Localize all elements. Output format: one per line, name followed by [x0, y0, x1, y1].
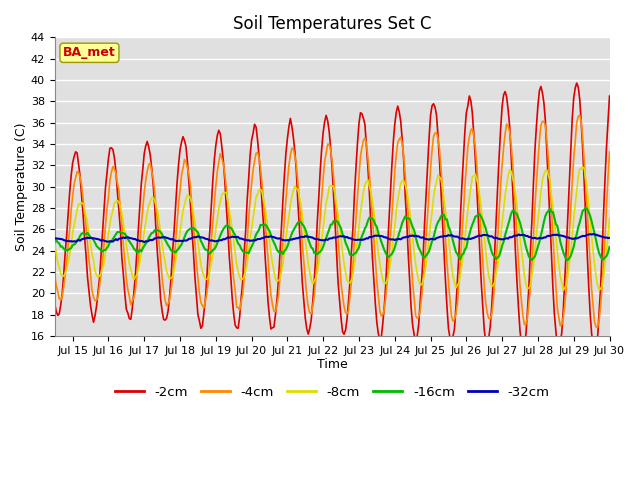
- -16cm: [564, 257, 572, 263]
- -16cm: [143, 239, 151, 244]
- -2cm: [556, 340, 564, 346]
- -4cm: [594, 324, 602, 330]
- -16cm: [601, 254, 609, 260]
- Title: Soil Temperatures Set C: Soil Temperatures Set C: [233, 15, 431, 33]
- -4cm: [77, 182, 85, 188]
- -4cm: [143, 168, 151, 174]
- Y-axis label: Soil Temperature (C): Soil Temperature (C): [15, 122, 28, 251]
- -4cm: [605, 149, 613, 155]
- -4cm: [140, 189, 148, 195]
- -32cm: [558, 233, 566, 239]
- -32cm: [589, 231, 597, 237]
- -2cm: [51, 301, 59, 307]
- -32cm: [601, 235, 609, 240]
- -2cm: [605, 93, 613, 99]
- -4cm: [601, 235, 609, 240]
- -16cm: [582, 205, 589, 211]
- -16cm: [77, 231, 85, 237]
- -4cm: [200, 305, 208, 311]
- -16cm: [140, 243, 148, 249]
- -8cm: [579, 164, 586, 170]
- Line: -32cm: -32cm: [55, 234, 609, 242]
- Line: -2cm: -2cm: [55, 83, 609, 352]
- -2cm: [573, 80, 580, 86]
- -2cm: [143, 139, 151, 144]
- -8cm: [143, 210, 151, 216]
- -8cm: [140, 228, 148, 234]
- -4cm: [576, 112, 584, 118]
- -16cm: [605, 244, 613, 250]
- -8cm: [556, 273, 564, 279]
- -16cm: [556, 239, 564, 244]
- -32cm: [145, 238, 152, 244]
- X-axis label: Time: Time: [317, 359, 348, 372]
- -32cm: [77, 237, 85, 242]
- -32cm: [605, 235, 613, 241]
- -16cm: [51, 236, 59, 241]
- -8cm: [77, 200, 85, 205]
- Text: BA_met: BA_met: [63, 46, 116, 60]
- -2cm: [200, 310, 208, 316]
- -4cm: [556, 323, 564, 329]
- -8cm: [601, 261, 609, 267]
- -8cm: [605, 216, 613, 222]
- -32cm: [51, 236, 59, 241]
- -2cm: [140, 151, 148, 156]
- Legend: -2cm, -4cm, -8cm, -16cm, -32cm: -2cm, -4cm, -8cm, -16cm, -32cm: [109, 381, 555, 404]
- Line: -16cm: -16cm: [55, 208, 609, 260]
- -2cm: [591, 349, 598, 355]
- -2cm: [77, 193, 85, 199]
- -16cm: [200, 244, 208, 250]
- -32cm: [140, 240, 148, 245]
- -8cm: [559, 288, 567, 293]
- -4cm: [51, 273, 59, 279]
- -2cm: [601, 176, 609, 181]
- Line: -8cm: -8cm: [55, 167, 609, 290]
- -32cm: [202, 236, 209, 241]
- -32cm: [142, 239, 150, 244]
- Line: -4cm: -4cm: [55, 115, 609, 327]
- -8cm: [200, 273, 208, 278]
- -8cm: [51, 240, 59, 246]
